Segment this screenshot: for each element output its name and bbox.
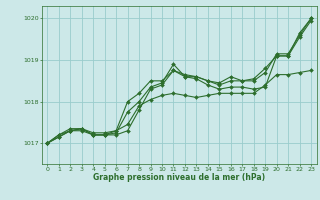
X-axis label: Graphe pression niveau de la mer (hPa): Graphe pression niveau de la mer (hPa)	[93, 173, 265, 182]
